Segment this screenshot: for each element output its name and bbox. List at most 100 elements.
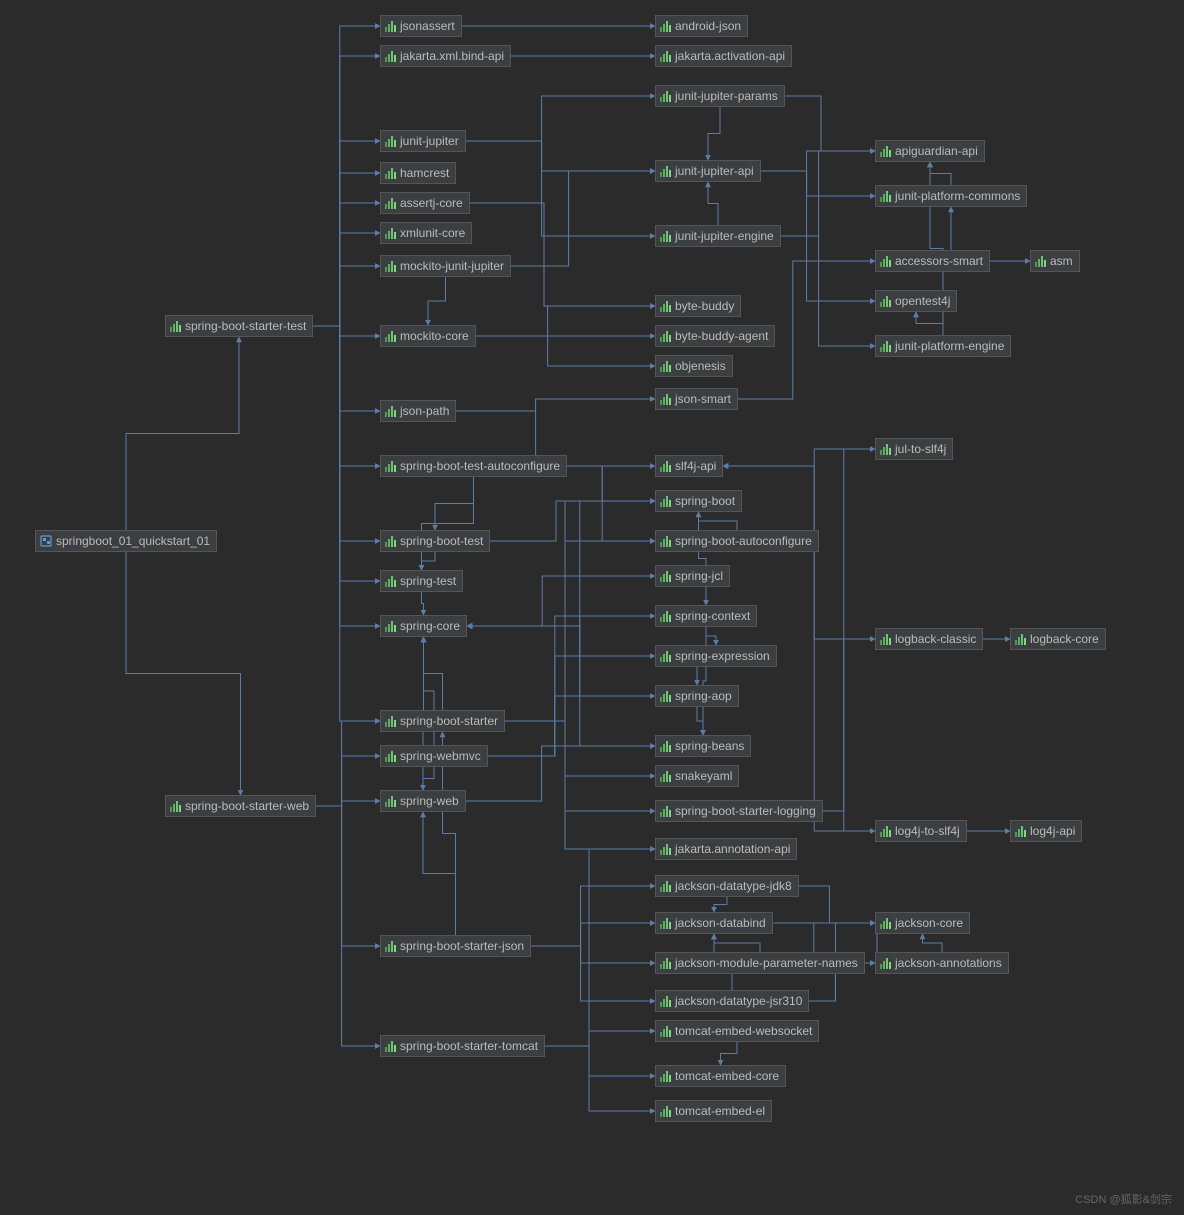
node-tomcat-ws[interactable]: tomcat-embed-websocket [655,1020,819,1042]
node-label: spring-core [400,619,460,633]
node-tomcat-core[interactable]: tomcat-embed-core [655,1065,786,1087]
node-asm[interactable]: asm [1030,250,1080,272]
node-objenesis[interactable]: objenesis [655,355,733,377]
node-label: byte-buddy [675,299,734,313]
node-jp-engine[interactable]: junit-platform-engine [875,335,1011,357]
edge [313,233,380,326]
node-snakeyaml[interactable]: snakeyaml [655,765,739,787]
node-jackson-core[interactable]: jackson-core [875,912,970,934]
node-jsonassert[interactable]: jsonassert [380,15,462,37]
node-byte-buddy[interactable]: byte-buddy [655,295,741,317]
node-json-path[interactable]: json-path [380,400,456,422]
node-label: snakeyaml [675,769,732,783]
node-json-smart[interactable]: json-smart [655,388,738,410]
library-icon [385,751,396,762]
node-spring-jcl[interactable]: spring-jcl [655,565,730,587]
node-spring-test[interactable]: spring-test [380,570,463,592]
node-jul-to-slf4j[interactable]: jul-to-slf4j [875,438,953,460]
library-icon [170,321,181,332]
node-jakarta-xml[interactable]: jakarta.xml.bind-api [380,45,511,67]
node-jackson-jsr310[interactable]: jackson-datatype-jsr310 [655,990,809,1012]
library-icon [660,536,671,547]
node-label: spring-boot-starter [400,714,498,728]
node-log4j-to-slf4j[interactable]: log4j-to-slf4j [875,820,967,842]
edge [531,946,655,1001]
library-icon [880,256,891,267]
node-root[interactable]: springboot_01_quickstart_01 [35,530,217,552]
node-tomcat-el[interactable]: tomcat-embed-el [655,1100,772,1122]
node-jackson-databind[interactable]: jackson-databind [655,912,773,934]
node-xmlunit[interactable]: xmlunit-core [380,222,472,244]
edge [488,696,655,756]
node-spring-aop[interactable]: spring-aop [655,685,739,707]
node-label: mockito-junit-jupiter [400,259,504,273]
node-sbt[interactable]: spring-boot-test [380,530,490,552]
node-label: xmlunit-core [400,226,465,240]
node-spring-expr[interactable]: spring-expression [655,645,777,667]
library-icon [660,844,671,855]
library-icon [660,91,671,102]
edge [531,923,655,946]
node-android-json[interactable]: android-json [655,15,748,37]
node-spring-beans[interactable]: spring-beans [655,735,751,757]
node-label: android-json [675,19,741,33]
library-icon [660,918,671,929]
node-jp-commons[interactable]: junit-platform-commons [875,185,1027,207]
node-spring-boot[interactable]: spring-boot [655,490,742,512]
library-icon [660,394,671,405]
node-jj-api[interactable]: junit-jupiter-api [655,160,761,182]
node-byte-buddy-ag[interactable]: byte-buddy-agent [655,325,775,347]
node-assertj[interactable]: assertj-core [380,192,470,214]
edge [714,934,760,952]
node-jakarta-anno[interactable]: jakarta.annotation-api [655,838,797,860]
node-jj-engine[interactable]: junit-jupiter-engine [655,225,781,247]
node-sbs-logging[interactable]: spring-boot-starter-logging [655,800,823,822]
library-icon [660,496,671,507]
node-sbt-autoconf[interactable]: spring-boot-test-autoconfigure [380,455,567,477]
node-jackson-jdk8[interactable]: jackson-datatype-jdk8 [655,875,799,897]
node-jakarta-act[interactable]: jakarta.activation-api [655,45,792,67]
node-log4j-api[interactable]: log4j-api [1010,820,1082,842]
library-icon [385,198,396,209]
node-logback-classic[interactable]: logback-classic [875,628,983,650]
edge [723,449,875,466]
edge [567,466,655,541]
node-mockito-core[interactable]: mockito-core [380,325,476,347]
node-accessors-smart[interactable]: accessors-smart [875,250,990,272]
library-icon [385,168,396,179]
node-label: jackson-datatype-jdk8 [675,879,792,893]
node-apiguardian[interactable]: apiguardian-api [875,140,985,162]
node-sbsw[interactable]: spring-boot-starter-web [165,795,316,817]
library-icon [660,958,671,969]
node-junit-jupiter[interactable]: junit-jupiter [380,130,466,152]
library-icon [660,166,671,177]
node-jackson-mpn[interactable]: jackson-module-parameter-names [655,952,865,974]
node-label: jakarta.annotation-api [675,842,790,856]
node-opentest4j[interactable]: opentest4j [875,290,957,312]
node-sbs-tomcat[interactable]: spring-boot-starter-tomcat [380,1035,545,1057]
node-label: junit-jupiter-engine [675,229,774,243]
edge [423,812,456,935]
library-icon [880,296,891,307]
node-jj-params[interactable]: junit-jupiter-params [655,85,785,107]
edge [316,721,380,806]
node-label: spring-context [675,609,750,623]
edge [545,1031,655,1046]
node-sbst[interactable]: spring-boot-starter-test [165,315,313,337]
node-mockito-jj[interactable]: mockito-junit-jupiter [380,255,511,277]
node-sb-autoconf[interactable]: spring-boot-autoconfigure [655,530,819,552]
node-hamcrest[interactable]: hamcrest [380,162,456,184]
node-spring-webmvc[interactable]: spring-webmvc [380,745,488,767]
library-icon [660,21,671,32]
node-jackson-anno[interactable]: jackson-annotations [875,952,1009,974]
node-spring-web[interactable]: spring-web [380,790,466,812]
node-spring-core[interactable]: spring-core [380,615,467,637]
node-slf4j-api[interactable]: slf4j-api [655,455,723,477]
library-icon [880,826,891,837]
node-sbs[interactable]: spring-boot-starter [380,710,505,732]
node-label: opentest4j [895,294,950,308]
node-spring-context[interactable]: spring-context [655,605,757,627]
edge [476,336,655,366]
node-sbs-json[interactable]: spring-boot-starter-json [380,935,531,957]
node-logback-core[interactable]: logback-core [1010,628,1106,650]
